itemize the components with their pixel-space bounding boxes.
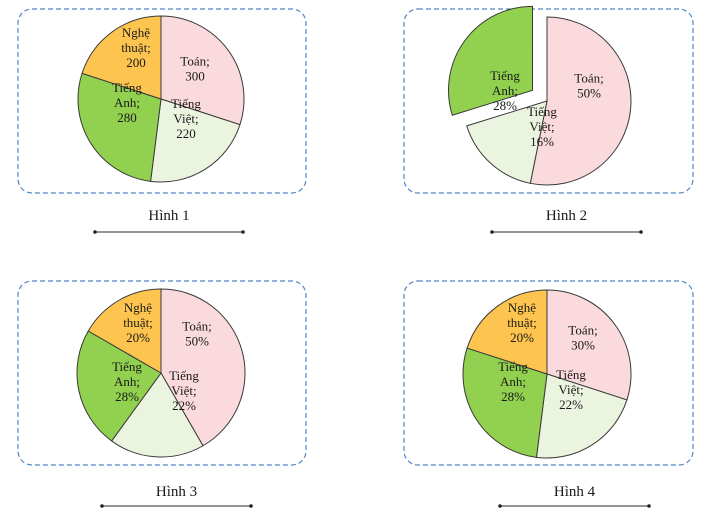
chart-frame (17, 8, 307, 194)
chart-frame (403, 8, 694, 194)
slice-label-tieng-viet: Tiếng Việt; 22% (556, 367, 586, 412)
slice-label-toan: Toán; 300 (180, 54, 209, 84)
slice-label-tieng-viet: Tiếng Việt; 220 (171, 96, 201, 141)
pie-slice-tieng-anh (76, 330, 162, 442)
slice-label-tieng-anh: Tiếng Anh; 28% (498, 359, 528, 404)
panel-hinh-4: Toán; 30% Tiếng Việt; 22% Tiếng Anh; 28% Nghệ thu… (403, 280, 694, 508)
chart-frame (17, 280, 307, 466)
pie-slice-toan (529, 16, 632, 186)
slice-label-tieng-viet: Tiếng Việt; 22% (169, 368, 199, 413)
pie-slice-tieng-anh (77, 72, 162, 182)
slice-label-toan: Toán; 50% (182, 319, 211, 349)
slice-label-nghe-thuat: Nghệ thuật; 20% (123, 300, 153, 345)
slice-label-toan: Toán; 30% (568, 323, 597, 353)
slice-label-nghe-thuat: Nghệ thuật; 20% (507, 300, 537, 345)
chart-caption: Hình 2 (546, 208, 587, 224)
caption-line-end-dot (490, 230, 494, 234)
pie-slice-toan (160, 288, 246, 447)
pie-slice-tieng-viet (466, 100, 548, 184)
pie-slice-nghe-thuat (81, 15, 162, 100)
caption-line-end-dot (249, 504, 253, 508)
pie-slice-nghe-thuat (466, 289, 548, 375)
slice-label-tieng-viet: Tiếng Việt; 16% (527, 104, 557, 149)
panel-hinh-2: Toán; 50% Tiếng Việt; 16%Tiếng Anh; 28% Hình 2 (403, 5, 694, 234)
pie-slice-tieng-anh (462, 347, 548, 458)
chart-caption: Hình 1 (148, 208, 189, 224)
caption-line-end-dot (241, 230, 245, 234)
pie-slice-tieng-viet (150, 98, 241, 183)
chart-frame (403, 280, 694, 466)
chart-caption: Hình 4 (554, 484, 596, 500)
chart-caption: Hình 3 (156, 484, 197, 500)
caption-line-end-dot (100, 504, 104, 508)
caption-line-end-dot (498, 504, 502, 508)
pie-slice-nghe-thuat (87, 288, 162, 374)
slice-label-toan: Toán; 50% (574, 71, 603, 101)
panel-hinh-3: Toán; 50% Tiếng Việt; 22% Tiếng Anh; 28% Nghệ thu… (17, 280, 307, 508)
caption-line-end-dot (647, 504, 651, 508)
pie-slice-toan (160, 15, 245, 126)
slice-label-tieng-anh: Tiếng Anh; 280 (112, 80, 142, 125)
pie-slice-toan (546, 289, 632, 401)
panel-hinh-1: Toán; 300 Tiếng Việt; 220 Tiếng Anh; 280 Nghệ thu… (17, 8, 307, 234)
pie-slice-tieng-anh (448, 5, 534, 116)
caption-line-end-dot (93, 230, 97, 234)
pie-slice-tieng-viet (535, 373, 628, 459)
slice-label-tieng-anh: Tiếng Anh; 28% (490, 68, 520, 113)
slice-label-nghe-thuat: Nghệ thuật; 200 (121, 25, 151, 70)
caption-line-end-dot (639, 230, 643, 234)
slice-label-tieng-anh: Tiếng Anh; 28% (112, 359, 142, 404)
pie-slice-tieng-viet (110, 372, 204, 458)
